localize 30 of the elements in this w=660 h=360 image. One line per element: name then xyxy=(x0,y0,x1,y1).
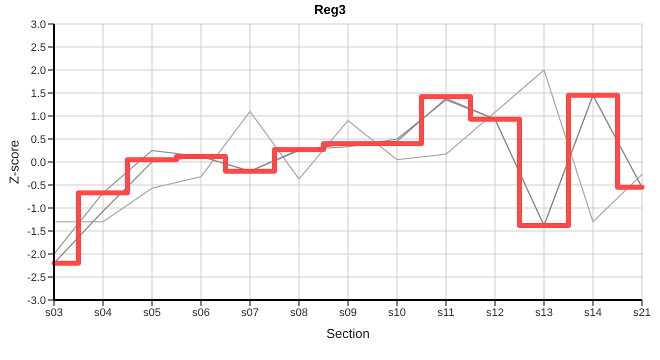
x-tick-label: s12 xyxy=(486,306,504,319)
y-tick-label: 1.5 xyxy=(30,88,46,100)
y-axis-title: Z-score xyxy=(6,140,22,184)
y-tick-label: -3.0 xyxy=(27,294,46,307)
y-tick-label: -2.5 xyxy=(27,272,46,284)
y-tick-label: -0.5 xyxy=(27,180,46,192)
y-tick-label: -1.5 xyxy=(27,226,46,238)
x-tick-label: s09 xyxy=(339,306,357,319)
x-tick-label: s04 xyxy=(94,306,112,319)
x-tick-label: s05 xyxy=(143,306,161,319)
x-tick-label: s10 xyxy=(388,306,406,319)
x-tick-label: s07 xyxy=(241,306,259,319)
x-tick-label: s14 xyxy=(584,306,602,319)
line-series xyxy=(53,69,643,222)
y-tick-label: -2.0 xyxy=(27,248,46,261)
x-tick-label: s08 xyxy=(290,306,308,319)
x-tick-label: s11 xyxy=(438,306,454,319)
x-axis-title: Section xyxy=(326,326,370,341)
y-tick-label: 0.0 xyxy=(30,156,46,169)
y-tick-label: 3.0 xyxy=(30,18,46,31)
y-tick-label: 2.5 xyxy=(30,42,46,54)
x-tick-label: s13 xyxy=(535,306,553,319)
y-tick-label: 2.0 xyxy=(30,64,46,77)
y-tick-label: -1.0 xyxy=(27,202,46,215)
chart-title: Reg3 xyxy=(313,2,347,19)
x-tick-label: s21 xyxy=(633,306,651,319)
x-tick-label: s03 xyxy=(45,306,63,319)
y-tick-label: 1.0 xyxy=(30,110,46,123)
y-tick-label: 0.5 xyxy=(30,134,46,146)
x-tick-label: s06 xyxy=(192,306,210,319)
